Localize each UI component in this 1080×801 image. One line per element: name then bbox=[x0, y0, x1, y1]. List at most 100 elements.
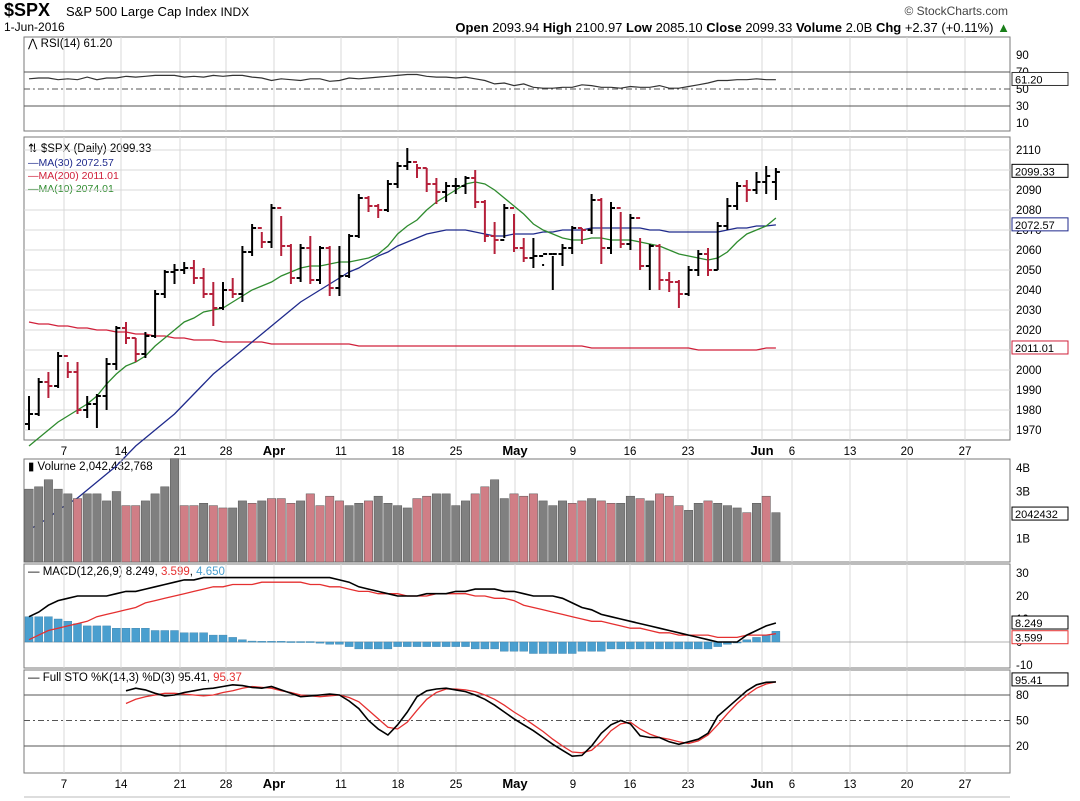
volume-bar bbox=[267, 498, 276, 563]
price-x-tick-label: 16 bbox=[624, 446, 637, 458]
macd-hist-bar bbox=[645, 641, 654, 650]
ma200-last-value: 2011.01 bbox=[1015, 343, 1054, 355]
close-label: Close bbox=[706, 20, 742, 35]
volume-bar bbox=[43, 479, 53, 563]
sto-last-value-box bbox=[1011, 672, 1069, 687]
volume-bar bbox=[237, 500, 247, 563]
volume-bar bbox=[538, 500, 548, 563]
volume-bar bbox=[393, 505, 403, 563]
bottom-x-tick-label: 14 bbox=[115, 779, 128, 791]
volume-bar bbox=[150, 493, 160, 563]
price-x-tick-label: 27 bbox=[959, 446, 972, 458]
volume-tick-label: 4B bbox=[1016, 463, 1030, 475]
bottom-x-tick-label: 7 bbox=[61, 779, 67, 791]
volume-bar bbox=[257, 500, 267, 563]
macd-hist-bar bbox=[548, 641, 557, 654]
volume-bar bbox=[121, 505, 131, 563]
price-x-tick-label: Apr bbox=[263, 443, 285, 458]
macd-hist-bar bbox=[538, 641, 548, 654]
rsi-tick-label: 90 bbox=[1016, 50, 1029, 62]
macd-line bbox=[28, 576, 777, 643]
ma30-label: MA(30) 2072.57 bbox=[38, 157, 114, 169]
macd-hist-bar bbox=[286, 641, 296, 643]
macd-value: 8.249 bbox=[125, 566, 155, 578]
bottom-x-tick-label: 27 bbox=[959, 779, 972, 791]
price-tick-label: 2090 bbox=[1016, 185, 1042, 197]
ma200-last-value-box bbox=[1011, 340, 1069, 355]
macd-hist-bar bbox=[655, 641, 664, 650]
volume-title: Volume 2,042,432,768 bbox=[37, 461, 153, 473]
volume-bar bbox=[567, 503, 577, 563]
macd-hist-bar bbox=[674, 641, 684, 650]
price-tick-label: 1990 bbox=[1016, 385, 1042, 397]
macd-panel-frame bbox=[23, 563, 1011, 669]
bottom-x-tick-label: 9 bbox=[570, 779, 576, 791]
volume-bar bbox=[596, 500, 606, 563]
ma200-line bbox=[28, 321, 776, 351]
rsi-last-value-box bbox=[1011, 71, 1069, 86]
price-x-tick-label: 11 bbox=[335, 446, 347, 458]
macd-hist-bar bbox=[325, 641, 334, 645]
macd-hist-bar bbox=[587, 641, 596, 652]
price-x-tick-label: 18 bbox=[392, 446, 405, 458]
volume-bar bbox=[528, 493, 538, 563]
macd-hist-bar bbox=[141, 628, 150, 643]
volume-bar bbox=[519, 495, 529, 563]
volume-bar bbox=[24, 488, 34, 563]
macd-hist-bar bbox=[635, 641, 645, 650]
volume-bar bbox=[587, 498, 597, 563]
exchange-label: INDX bbox=[220, 5, 250, 19]
sto-tick-label: 80 bbox=[1016, 690, 1029, 702]
macd-signal-line bbox=[28, 581, 776, 641]
price-x-tick-label: 13 bbox=[844, 446, 857, 458]
macd-hist-bar bbox=[606, 641, 616, 650]
macd-hist-bar bbox=[762, 634, 771, 643]
ohlc-summary: Open 2093.94 High 2100.97 Low 2085.10 Cl… bbox=[455, 20, 1010, 35]
macd-hist-bar bbox=[403, 641, 412, 647]
ma200-label: MA(200) 2011.01 bbox=[38, 170, 119, 182]
macd-hist-bar bbox=[694, 641, 703, 650]
macd-tick-label: 30 bbox=[1016, 568, 1029, 580]
macd-signal-last-value: 3.599 bbox=[1015, 633, 1043, 645]
volume-legend: ▮ Volume 2,042,432,768 bbox=[28, 461, 153, 473]
price-x-tick-label: 7 bbox=[61, 446, 67, 458]
macd-hist-bar bbox=[509, 641, 519, 652]
macd-hist-bar bbox=[131, 628, 140, 643]
price-legend: ⇅ $SPX (Daily) 2099.33 bbox=[28, 143, 151, 155]
macd-hist-bar bbox=[63, 621, 72, 643]
rsi-tick-label: 30 bbox=[1016, 101, 1029, 113]
volume-bar bbox=[296, 500, 306, 563]
bottom-x-tick-label: Apr bbox=[263, 776, 285, 791]
price-x-tick-label: May bbox=[502, 443, 528, 458]
macd-hist-bar bbox=[490, 641, 499, 650]
macd-hist-bar bbox=[374, 641, 383, 650]
volume-bar bbox=[140, 500, 150, 563]
volume-bar bbox=[771, 512, 781, 563]
macd-hist-bar bbox=[150, 630, 160, 643]
macd-hist-bar bbox=[480, 641, 490, 650]
brand-link[interactable]: © StockCharts.com bbox=[904, 4, 1008, 18]
price-panel-frame bbox=[23, 136, 1011, 441]
macd-hist-bar bbox=[306, 641, 315, 643]
price-tick-label: 1970 bbox=[1016, 425, 1042, 437]
macd-hist-bar bbox=[684, 641, 693, 650]
volume-bar bbox=[218, 507, 228, 563]
volume-bar bbox=[354, 503, 364, 563]
sto-panel-frame bbox=[23, 669, 1011, 774]
macd-hist-bar bbox=[461, 641, 470, 647]
volume-bar bbox=[431, 493, 441, 563]
price-x-tick-label: 14 bbox=[115, 446, 128, 458]
volume-last-value: 2042432 bbox=[1015, 509, 1058, 521]
sto-d-line bbox=[125, 681, 777, 754]
price-tick-label: 2040 bbox=[1016, 285, 1042, 297]
volume-bar bbox=[160, 486, 170, 563]
open-value: 2093.94 bbox=[492, 20, 540, 35]
volume-bar bbox=[548, 505, 558, 563]
macd-hist-bar bbox=[471, 641, 480, 650]
volume-bar bbox=[577, 500, 587, 563]
macd-hist-bar bbox=[277, 641, 286, 643]
price-x-tick-label: 28 bbox=[220, 446, 233, 458]
macd-hist-bar bbox=[228, 637, 237, 643]
macd-hist-bar bbox=[257, 641, 266, 643]
